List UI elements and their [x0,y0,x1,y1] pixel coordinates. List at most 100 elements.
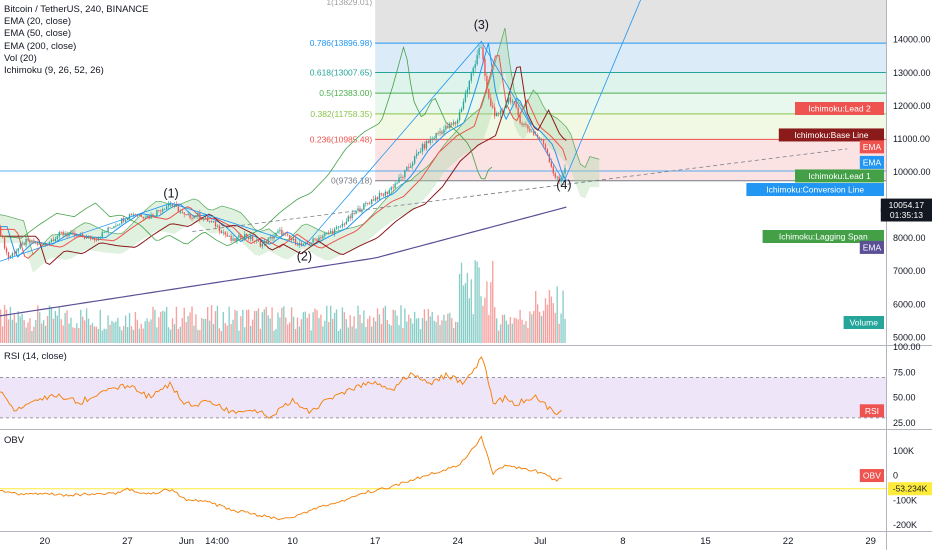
volume-bar [310,330,312,343]
candle-body [267,238,269,244]
volume-bar [359,314,361,343]
volume-bar [164,311,166,343]
volume-bar [494,307,496,343]
candle-body [123,218,125,222]
price-axis-badge[interactable] [880,208,932,222]
series-badge[interactable] [795,169,884,183]
volume-bar [42,320,45,343]
series-badge[interactable] [746,183,884,197]
candle-body [396,182,398,184]
legend-indicator-ichimoku[interactable]: Ichimoku (9, 26, 52, 26) [4,65,104,77]
candle-body [392,187,394,189]
volume-bar [249,325,252,343]
candle-body [54,238,57,241]
volume-bar [259,328,262,343]
volume-bar [197,329,199,343]
candle-body [115,225,117,227]
candle-body [244,233,246,239]
candle-body [52,239,55,241]
candle-body [121,218,123,224]
volume-bar [74,328,76,343]
candle-body [406,166,408,171]
volume-bar [222,311,224,343]
obv-badge[interactable] [859,469,884,483]
volume-bar [1,326,4,343]
volume-bar [509,317,512,343]
volume-bar [435,322,437,343]
candle-body [328,232,330,234]
volume-bar [339,328,342,343]
volume-bar [285,317,287,343]
candle-body [138,214,140,216]
legend-indicator-volume[interactable]: Vol (20) [4,52,37,64]
price-axis-badge[interactable] [880,198,932,212]
series-badge[interactable] [859,240,884,254]
volume-bar [52,318,55,343]
candle-body [247,237,250,239]
series-badge-label: EMA [863,142,882,152]
candle-body [423,144,426,149]
volume-bar [62,325,64,343]
candle-body [554,173,556,178]
candle-body [269,236,271,239]
obv-value-badge-label: -53.234K [893,484,928,494]
series-badge[interactable] [859,140,884,154]
candle-body [357,208,359,211]
time-tick-label: 24 [452,536,463,547]
volume-bar [333,312,336,343]
candle-body [296,244,299,246]
candle-body [560,177,562,182]
candle-body [544,144,547,149]
legend-symbol[interactable]: Bitcoin / TetherUS, 240, BINANCE [4,4,149,15]
series-badge[interactable] [843,316,884,329]
obv-tick-label: 0 [893,471,898,481]
volume-bar [353,316,355,343]
rsi-badge[interactable] [859,404,884,418]
candle-body [259,241,262,247]
rsi-tick-label: 25.00 [893,418,916,428]
legend-indicator-ema200[interactable]: EMA (200, close) [4,40,77,52]
candle-body [58,231,60,237]
wave-label: (3) [474,18,489,32]
candle-body [111,228,113,230]
volume-bar [89,325,92,343]
volume-bar [529,311,531,343]
volume-bar [82,316,84,343]
candle-body [384,191,387,196]
candle-body [474,64,476,68]
candle-body [374,197,377,201]
wave-label: (4) [556,178,571,192]
rsi-pane-title[interactable]: RSI (14, close) [4,351,67,362]
volume-bar [97,328,99,343]
volume-bar [328,322,330,343]
candle-body [480,47,482,49]
candle-body [240,235,242,239]
candle-body [472,67,474,74]
candle-body [302,243,305,246]
obv-pane-title[interactable]: OBV [4,435,25,446]
series-badge[interactable] [778,128,884,142]
legend-indicator-ema50[interactable]: EMA (50, close) [4,28,72,40]
candle-body [529,128,531,132]
candle-body [501,110,504,112]
legend-indicator-ema20[interactable]: EMA (20, close) [4,16,72,28]
series-badge[interactable] [859,155,884,169]
candle-body [470,73,472,81]
rsi-tick-label: 50.00 [893,393,916,403]
candle-body [408,166,410,168]
candle-body [283,233,285,236]
volume-bar [281,307,283,343]
chart-legend: Bitcoin / TetherUS, 240, BINANCE EMA (20… [4,4,149,77]
candle-body [343,223,346,225]
series-badge[interactable] [762,230,884,243]
candle-body [236,237,238,242]
candle-body [486,75,488,89]
candle-body [519,115,521,124]
candle-body [218,225,221,231]
candle-body [292,238,295,241]
candle-body [271,236,273,239]
series-badge[interactable] [795,101,884,115]
volume-bar [404,308,406,343]
